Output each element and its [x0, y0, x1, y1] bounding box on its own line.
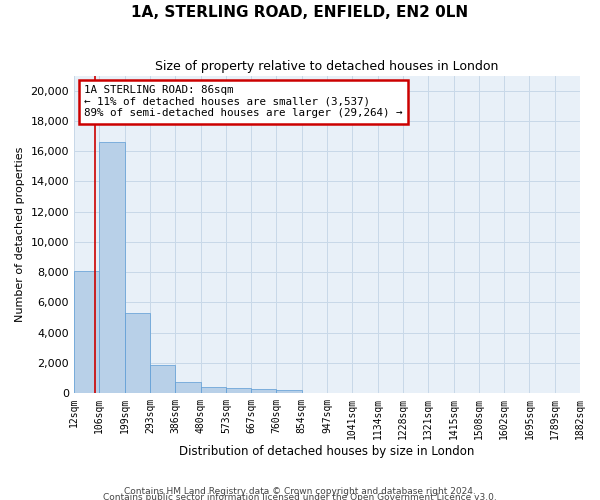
- Bar: [175, 382, 200, 393]
- Bar: [251, 390, 277, 393]
- Bar: [226, 388, 251, 393]
- Title: Size of property relative to detached houses in London: Size of property relative to detached ho…: [155, 60, 499, 73]
- Bar: [200, 387, 226, 393]
- Text: Contains HM Land Registry data © Crown copyright and database right 2024.: Contains HM Land Registry data © Crown c…: [124, 486, 476, 496]
- Y-axis label: Number of detached properties: Number of detached properties: [15, 146, 25, 322]
- Text: 1A STERLING ROAD: 86sqm
← 11% of detached houses are smaller (3,537)
89% of semi: 1A STERLING ROAD: 86sqm ← 11% of detache…: [84, 85, 403, 118]
- Bar: [277, 390, 302, 393]
- Bar: [125, 313, 150, 393]
- Bar: [100, 142, 125, 393]
- Text: 1A, STERLING ROAD, ENFIELD, EN2 0LN: 1A, STERLING ROAD, ENFIELD, EN2 0LN: [131, 5, 469, 20]
- Bar: [150, 365, 175, 393]
- Text: Contains public sector information licensed under the Open Government Licence v3: Contains public sector information licen…: [103, 492, 497, 500]
- X-axis label: Distribution of detached houses by size in London: Distribution of detached houses by size …: [179, 444, 475, 458]
- Bar: [74, 270, 100, 393]
